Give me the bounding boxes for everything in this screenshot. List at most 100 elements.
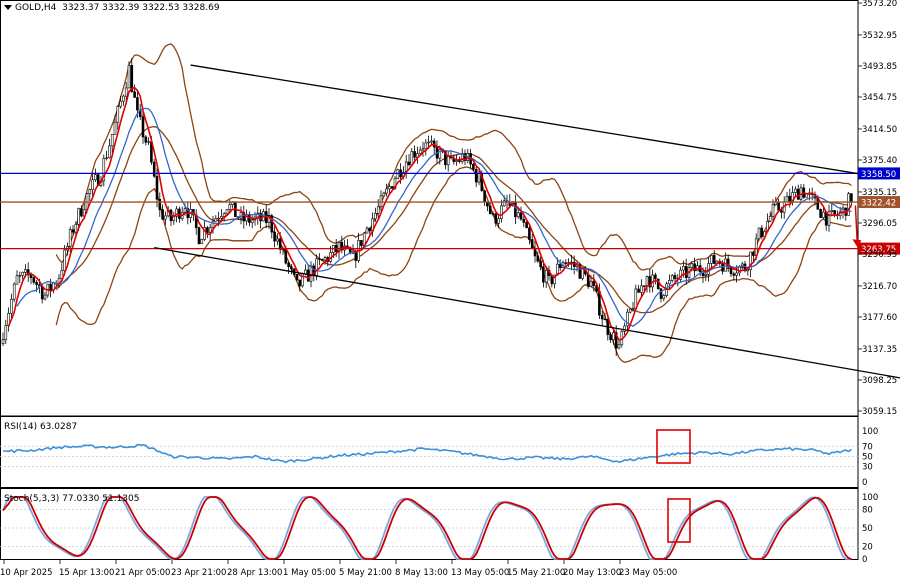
candle-body <box>206 227 209 233</box>
candle <box>124 81 128 102</box>
candle-body <box>144 136 148 143</box>
candle-body <box>1 339 5 344</box>
time-tick-label: 15 Apr 13:00 <box>59 568 114 578</box>
candle-body <box>533 247 537 257</box>
candle-body <box>250 219 254 223</box>
rsi-panel <box>0 416 859 488</box>
candle-body <box>500 205 503 220</box>
candle-body <box>777 202 780 211</box>
candle-body <box>827 211 831 226</box>
candle-body <box>497 218 500 224</box>
candle <box>320 258 324 261</box>
candle-body <box>701 271 705 276</box>
candle <box>424 138 428 156</box>
candle <box>712 249 716 265</box>
ohlc-values: 3323.37 3332.39 3322.53 3328.69 <box>62 3 220 13</box>
candle <box>623 322 626 335</box>
rsi-tick-label: 30 <box>862 463 873 473</box>
stoch-panel-frame <box>0 488 859 560</box>
candle-body <box>49 283 52 291</box>
candle-body <box>617 344 621 349</box>
candle-body <box>379 195 383 208</box>
candle-body <box>133 91 136 98</box>
candle <box>645 275 649 293</box>
candle <box>63 244 66 276</box>
candle-body <box>108 145 111 159</box>
candle-body <box>203 227 206 240</box>
candle-body <box>365 227 369 234</box>
candle <box>637 284 640 293</box>
candle <box>438 145 442 165</box>
candle <box>539 256 542 271</box>
candle-body <box>822 211 825 218</box>
candle <box>122 94 125 106</box>
candle <box>830 204 834 217</box>
candle <box>542 259 545 288</box>
candle <box>460 148 464 164</box>
candle-body <box>91 179 94 190</box>
candle-body <box>413 151 416 158</box>
candle-body <box>631 308 635 310</box>
candle <box>194 209 198 235</box>
candle <box>693 257 696 277</box>
candle-body <box>278 238 282 250</box>
candle-body <box>603 318 607 321</box>
candle <box>26 262 30 283</box>
candle <box>18 271 22 284</box>
candle <box>385 183 388 197</box>
candle <box>827 204 831 232</box>
candle <box>474 166 478 188</box>
candle <box>298 279 302 292</box>
candle-body <box>628 308 632 313</box>
candle <box>379 190 383 212</box>
candle <box>578 262 582 279</box>
candle-body <box>710 255 713 264</box>
candle-body <box>771 204 775 217</box>
candle-body <box>12 283 16 300</box>
upper-channel-line <box>190 64 874 177</box>
candle-body <box>360 240 363 247</box>
candle <box>648 269 652 293</box>
candle-body <box>214 218 218 222</box>
collapse-triangle-icon[interactable] <box>4 5 12 10</box>
rsi-highlight-box <box>656 429 691 464</box>
candle <box>147 137 150 146</box>
price-tick-label: 3098.25 <box>862 376 897 386</box>
candle-body <box>105 157 108 159</box>
candle-body <box>410 151 414 166</box>
candle <box>435 140 439 164</box>
candle <box>273 224 276 248</box>
candle-body <box>553 274 556 285</box>
candle-body <box>298 279 302 287</box>
candle-body <box>474 169 478 183</box>
candle-body <box>558 263 562 268</box>
candle-body <box>735 272 738 276</box>
candle <box>760 225 764 240</box>
candle <box>116 105 120 130</box>
candle-body <box>161 209 164 220</box>
candle-body <box>746 269 750 272</box>
candle <box>161 204 164 221</box>
candle <box>670 273 674 283</box>
candle-body <box>208 227 212 233</box>
candle-body <box>320 259 324 261</box>
candle-body <box>71 229 75 233</box>
candle-body <box>690 263 694 269</box>
candle <box>214 215 218 222</box>
candle <box>7 307 10 332</box>
candle <box>519 206 523 221</box>
candle-body <box>522 218 526 223</box>
candle <box>850 193 853 206</box>
candle <box>430 135 433 145</box>
candle-body <box>564 262 568 264</box>
candle <box>152 158 156 178</box>
candle-body <box>446 156 450 166</box>
candle <box>180 206 184 221</box>
candle <box>197 226 201 245</box>
candle-body <box>152 161 156 177</box>
candle-body <box>578 264 582 279</box>
candle <box>432 138 436 154</box>
candle <box>640 279 643 296</box>
candle-body <box>712 255 716 264</box>
